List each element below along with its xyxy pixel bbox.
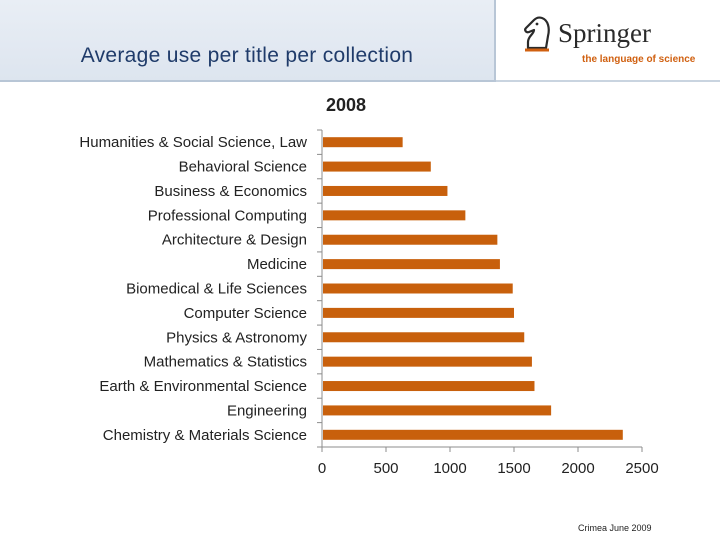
bar xyxy=(323,185,448,196)
x-tick-label: 0 xyxy=(318,460,326,477)
x-tick-label: 1500 xyxy=(497,460,530,477)
category-label: Mathematics & Statistics xyxy=(144,354,307,371)
chart-title: 2008 xyxy=(326,95,366,115)
x-tick-label: 2500 xyxy=(625,460,658,477)
bar xyxy=(323,283,513,294)
plot-area: Humanities & Social Science, Law Behavior… xyxy=(79,129,659,477)
logo-wordmark: Springer xyxy=(558,18,651,48)
x-tick-label: 500 xyxy=(373,460,398,477)
bar xyxy=(323,210,466,221)
category-label: Earth & Environmental Science xyxy=(99,378,307,395)
bar xyxy=(323,405,552,416)
x-tick-label: 1000 xyxy=(433,460,466,477)
slide-title: Average use per title per collection xyxy=(80,44,414,67)
bar xyxy=(323,234,498,245)
category-label: Professional Computing xyxy=(148,207,307,224)
category-label: Physics & Astronomy xyxy=(166,329,307,346)
chess-knight-icon xyxy=(524,16,550,52)
category-label: Engineering xyxy=(227,402,307,419)
bar xyxy=(323,381,535,392)
logo-tagline: the language of science xyxy=(582,54,696,65)
header-divider xyxy=(494,0,496,82)
bar xyxy=(323,307,514,318)
category-label: Business & Economics xyxy=(154,183,307,200)
header-rule xyxy=(496,80,720,82)
title-band xyxy=(0,0,494,82)
bar xyxy=(323,259,500,270)
bar-chart: 2008 Humanities & Social Science, Law Beh… xyxy=(79,95,659,477)
springer-logo: Springer the language of science xyxy=(520,14,710,74)
bar xyxy=(323,137,403,148)
footer-note: Crimea June 2009 xyxy=(578,523,652,533)
bar xyxy=(323,332,525,343)
category-label: Computer Science xyxy=(184,305,307,322)
category-label: Humanities & Social Science, Law xyxy=(79,134,307,151)
bar xyxy=(323,429,623,440)
category-label: Architecture & Design xyxy=(162,232,307,249)
category-label: Medicine xyxy=(247,256,307,273)
bar xyxy=(323,356,532,367)
category-label: Chemistry & Materials Science xyxy=(103,427,307,444)
x-tick-label: 2000 xyxy=(561,460,594,477)
bar xyxy=(323,161,431,172)
category-label: Biomedical & Life Sciences xyxy=(126,281,307,298)
category-label: Behavioral Science xyxy=(179,159,307,176)
